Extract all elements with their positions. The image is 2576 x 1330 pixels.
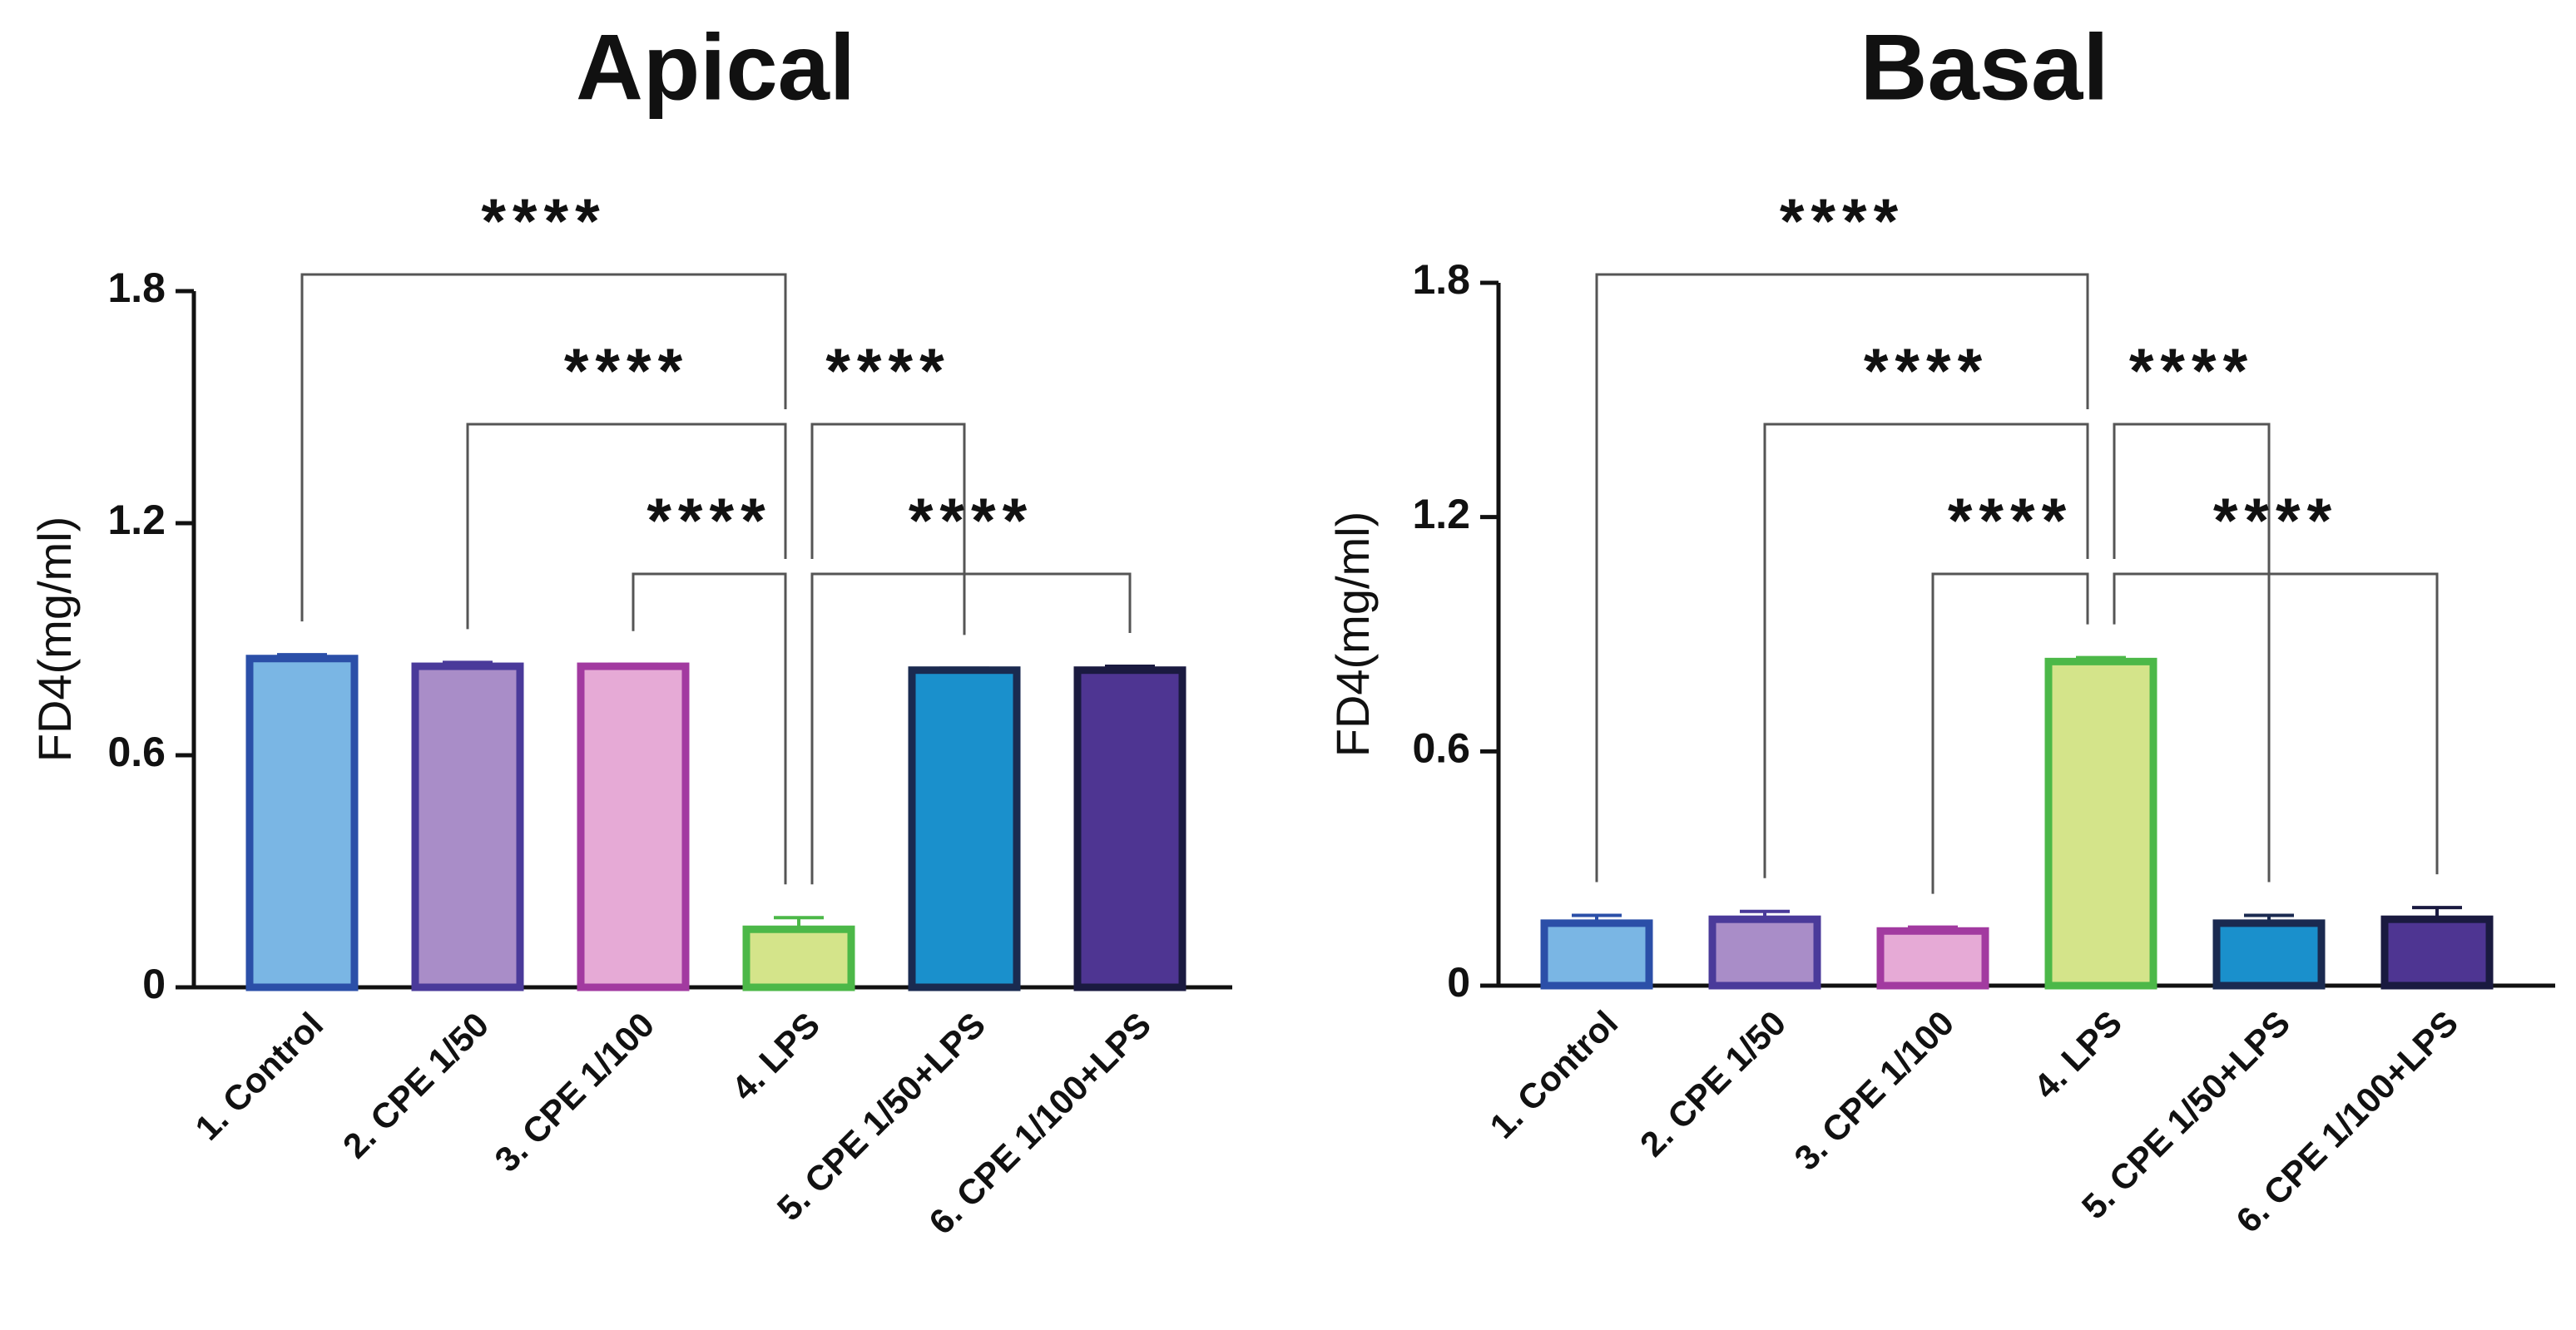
significance-label: **** (909, 486, 1033, 556)
x-tick-label: 4. LPS (2026, 1003, 2129, 1106)
bar (2044, 657, 2157, 990)
y-tick-label: 0 (1447, 959, 1470, 1006)
x-tick-label: 1. Control (187, 1005, 330, 1148)
y-tick-label: 0 (142, 961, 166, 1007)
bar (1540, 919, 1653, 990)
significance-bracket (810, 572, 1132, 885)
significance-label: **** (825, 336, 950, 407)
bar (245, 655, 359, 991)
significance-bracket (2113, 423, 2271, 883)
significance-label: **** (1780, 186, 1905, 257)
chart-title: Apical (576, 16, 855, 120)
significance-label: **** (1864, 336, 1989, 407)
significance-label: **** (481, 186, 606, 257)
significance-bracket (2113, 572, 2439, 875)
bar (742, 925, 855, 991)
y-axis-label: FD4(mg/ml) (28, 517, 81, 763)
y-tick-label: 0.6 (1412, 725, 1470, 772)
y-axis-label: FD4(mg/ml) (1326, 512, 1379, 758)
significance-label: **** (2213, 486, 2338, 556)
y-tick-label: 1.8 (1412, 256, 1470, 303)
bar (1708, 915, 1821, 990)
x-tick-label: 2. CPE 1/50 (1632, 1003, 1793, 1164)
bar (411, 662, 524, 991)
significance-bracket (466, 423, 787, 630)
significance-bracket (300, 273, 787, 622)
x-tick-label: 3. CPE 1/100 (1786, 1003, 1961, 1178)
significance-label: **** (1948, 486, 2073, 556)
bar (908, 666, 1021, 991)
bar (1073, 666, 1186, 991)
y-tick-label: 1.8 (107, 265, 166, 311)
significance-bracket (1763, 423, 2089, 878)
bar (577, 662, 690, 991)
x-tick-label: 1. Control (1482, 1003, 1625, 1146)
bar (2380, 915, 2494, 990)
bar (2212, 919, 2326, 990)
significance-bracket (1595, 273, 2089, 883)
x-tick-label: 3. CPE 1/100 (487, 1005, 661, 1179)
y-tick-label: 1.2 (1412, 491, 1470, 537)
significance-label: **** (2129, 336, 2254, 407)
bar (1876, 927, 1989, 990)
x-tick-label: 4. LPS (724, 1005, 827, 1108)
significance-label: **** (646, 486, 771, 556)
y-tick-label: 1.2 (107, 497, 166, 543)
significance-bracket (1931, 572, 2089, 894)
significance-label: **** (564, 336, 689, 407)
x-tick-label: 2. CPE 1/50 (335, 1005, 496, 1165)
y-tick-label: 0.6 (107, 729, 166, 775)
significance-bracket (810, 423, 966, 635)
chart-title: Basal (1860, 16, 2109, 120)
significance-bracket (632, 572, 787, 885)
